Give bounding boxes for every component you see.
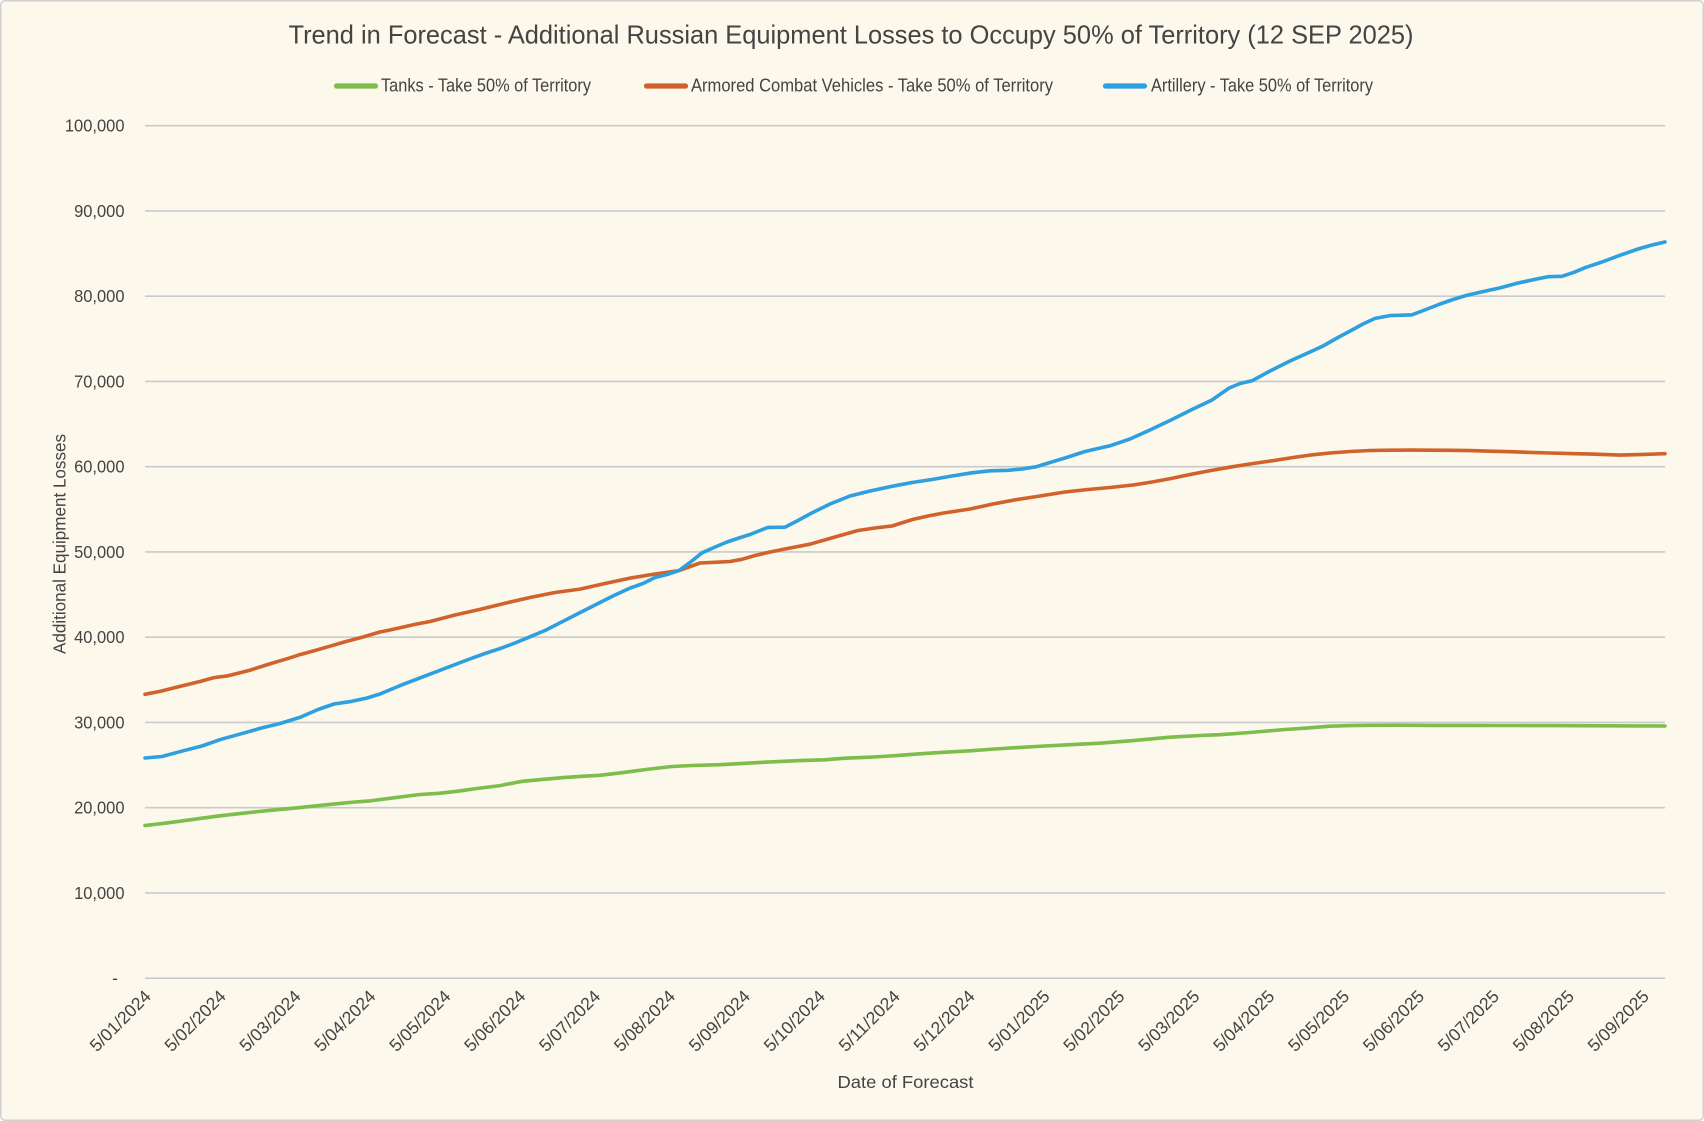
svg-text:Artillery - Take 50% of Territ: Artillery - Take 50% of Territory <box>1151 76 1373 96</box>
svg-text:10,000: 10,000 <box>74 883 125 903</box>
svg-text:70,000: 70,000 <box>74 371 125 391</box>
svg-text:20,000: 20,000 <box>74 798 125 818</box>
svg-text:80,000: 80,000 <box>74 286 125 306</box>
svg-text:Armored Combat Vehicles - Take: Armored Combat Vehicles - Take 50% of Te… <box>691 76 1053 96</box>
svg-text:60,000: 60,000 <box>74 457 125 477</box>
svg-text:Trend in Forecast - Additional: Trend in Forecast - Additional Russian E… <box>289 20 1414 50</box>
svg-text:Tanks - Take 50% of Territory: Tanks - Take 50% of Territory <box>381 76 591 96</box>
svg-text:90,000: 90,000 <box>74 201 125 221</box>
svg-text:30,000: 30,000 <box>74 712 125 732</box>
svg-text:40,000: 40,000 <box>74 627 125 647</box>
svg-text:Additional Equipment Losses: Additional Equipment Losses <box>50 434 70 654</box>
svg-text:50,000: 50,000 <box>74 542 125 562</box>
svg-text:-: - <box>112 968 118 988</box>
svg-text:Date of Forecast: Date of Forecast <box>838 1072 974 1092</box>
svg-text:100,000: 100,000 <box>65 116 125 136</box>
